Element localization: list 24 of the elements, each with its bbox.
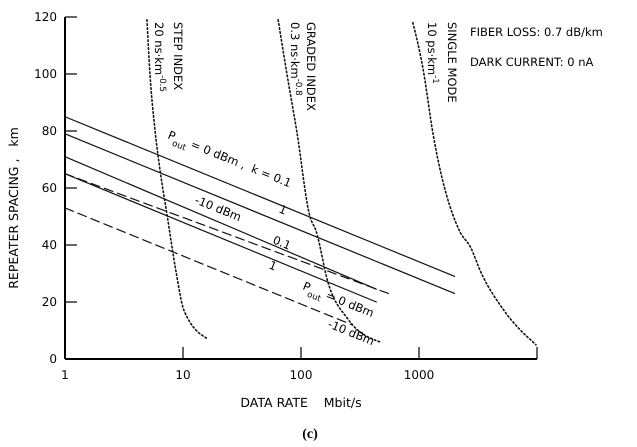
x-axis-title: DATA RATE Mbit/s [240,395,362,410]
y-tick-label: 80 [42,124,57,138]
annotation: DARK CURRENT: 0 nA [470,55,594,69]
y-tick-label: 0 [49,352,57,366]
annotation: 0.1 [270,232,294,253]
annotation: STEP INDEX [171,22,185,90]
annotation: -10 dBm [192,192,244,224]
annotation: SINGLE MODE [445,22,459,103]
text: (c) [302,427,318,442]
y-tick-label: 120 [34,10,57,24]
x-tick-label: 1000 [404,368,434,382]
y-tick-label: 100 [34,67,57,82]
y-tick-label: 60 [42,181,57,196]
x-tick-label: 100 [290,368,312,382]
x-tick-label: 1 [61,368,69,382]
annotation: 1 [266,258,279,274]
y-axis-title: REPEATER SPACING , km [6,127,21,289]
annotation: -10 dBm [326,316,376,348]
y-tick-label: 20 [42,295,57,310]
annotation: FIBER LOSS: 0.7 dB/km [470,25,603,39]
annotation: 1 [276,202,289,218]
y-tick-label: 40 [42,238,57,252]
annotation: GRADED INDEX [304,22,318,112]
x-tick-label: 10 [175,368,191,382]
